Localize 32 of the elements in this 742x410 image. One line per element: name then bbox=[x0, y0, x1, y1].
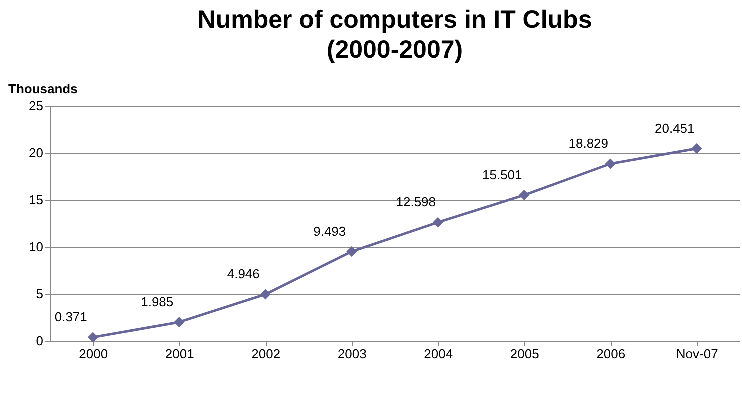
data-label: 9.493 bbox=[314, 224, 346, 239]
data-label: 15.501 bbox=[482, 167, 522, 182]
chart-title: Number of computers in IT Clubs (2000-2007) bbox=[198, 6, 592, 64]
y-tick-label: 25 bbox=[29, 98, 44, 114]
point bbox=[692, 144, 702, 154]
point bbox=[519, 190, 530, 201]
data-label: 18.829 bbox=[568, 136, 609, 152]
y-tick-label: 20 bbox=[29, 146, 44, 160]
point bbox=[260, 289, 271, 300]
data-label: 12.598 bbox=[396, 194, 436, 210]
point bbox=[88, 332, 98, 343]
point bbox=[174, 317, 185, 328]
y-axis-title: Thousands bbox=[8, 82, 78, 96]
y-tick-label: 0 bbox=[36, 334, 44, 348]
x-tick-label: 2001 bbox=[165, 346, 194, 362]
x-tick-label: 2005 bbox=[510, 346, 540, 362]
y-tick-label: 5 bbox=[36, 286, 44, 302]
x-tick-label: 2002 bbox=[252, 346, 281, 362]
data-label: 4.946 bbox=[227, 266, 260, 282]
x-tick-label: 2003 bbox=[338, 346, 367, 362]
point bbox=[346, 246, 358, 258]
x-tick-label: 2004 bbox=[424, 346, 454, 362]
data-label: 20.451 bbox=[654, 120, 695, 136]
data-label: 1.985 bbox=[141, 294, 174, 310]
data-label: 0.371 bbox=[54, 310, 88, 325]
y-tick-label: 10 bbox=[29, 240, 44, 254]
x-tick-label: Nov-07 bbox=[676, 346, 718, 362]
y-tick-label: 15 bbox=[29, 192, 44, 208]
point bbox=[605, 158, 616, 170]
point bbox=[432, 217, 444, 228]
x-tick-label: 2000 bbox=[79, 346, 108, 362]
x-tick-label: 2006 bbox=[596, 346, 626, 362]
